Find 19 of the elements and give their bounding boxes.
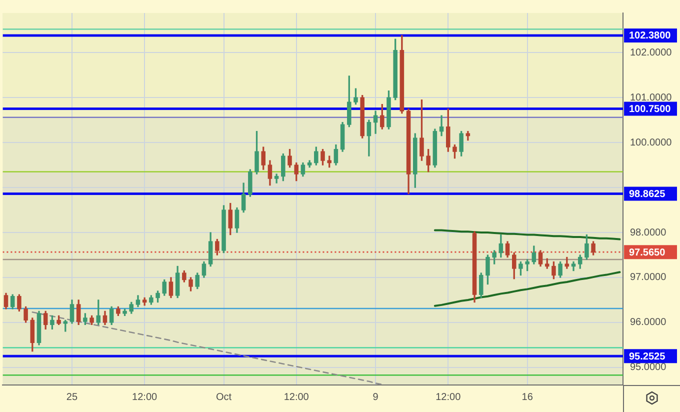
ref-line-label: 102.3800 (629, 30, 672, 42)
ref-line-label: 100.7500 (629, 104, 672, 116)
y-tick-label: 96.0000 (630, 317, 667, 328)
x-tick-label: 25 (66, 392, 78, 403)
y-tick-label: 98.0000 (630, 227, 667, 238)
x-tick-label: 9 (372, 392, 379, 403)
x-tick-label: 12:00 (284, 392, 310, 403)
y-tick-label: 100.0000 (630, 137, 672, 148)
x-tick-label: 12:00 (132, 392, 158, 403)
y-tick-label: 101.0000 (630, 92, 672, 104)
y-tick-label: 95.0000 (630, 362, 667, 374)
ref-line-label: 95.2525 (629, 351, 666, 362)
ref-line-label: 97.5650 (629, 247, 666, 258)
ref-line-label: 98.8625 (629, 188, 666, 200)
y-tick-label: 102.0000 (630, 47, 672, 58)
y-tick-label: 97.0000 (630, 272, 667, 284)
x-tick-label: Oct (216, 392, 232, 403)
x-tick-label: 12:00 (436, 392, 462, 403)
x-tick-label: 16 (522, 392, 534, 403)
